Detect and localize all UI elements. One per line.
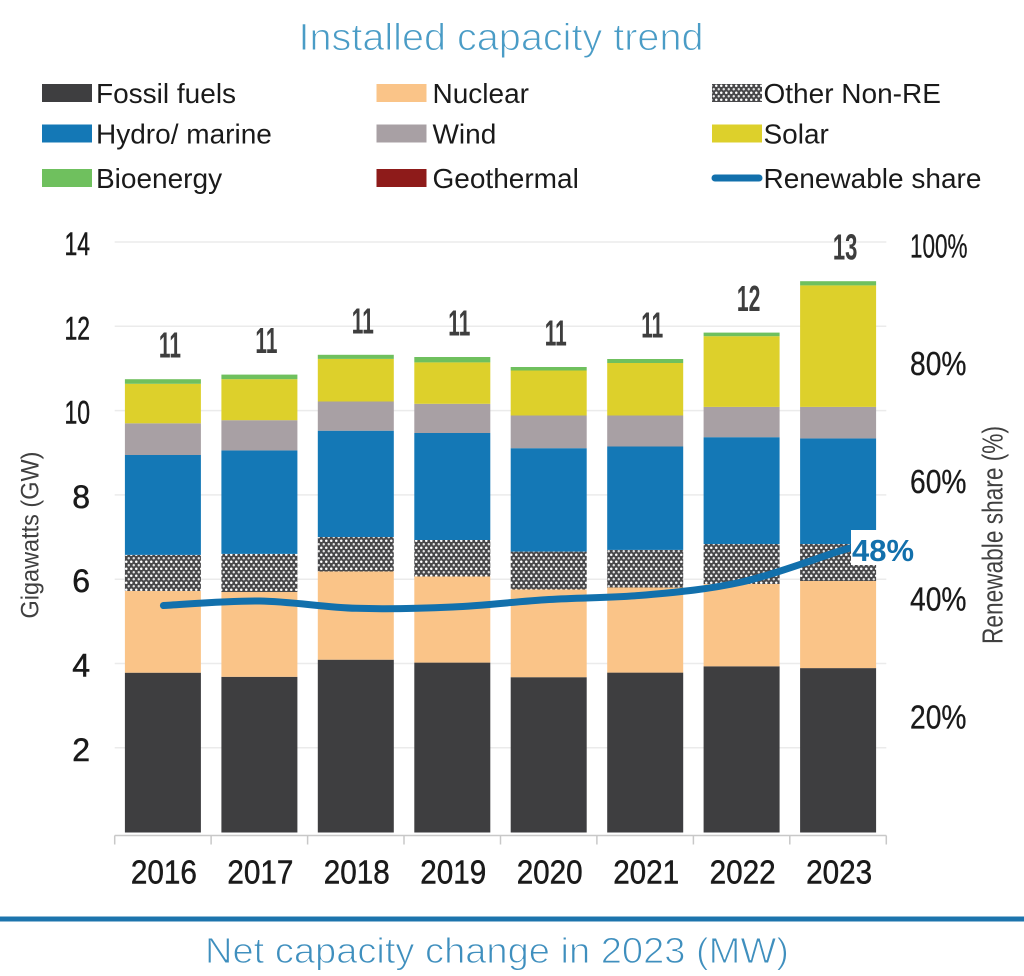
svg-text:2018: 2018 <box>324 854 390 891</box>
svg-text:11: 11 <box>352 300 374 341</box>
svg-text:12: 12 <box>65 310 91 346</box>
svg-text:2021: 2021 <box>613 854 679 891</box>
svg-text:11: 11 <box>255 320 277 361</box>
svg-text:48%: 48% <box>852 534 914 568</box>
svg-text:2: 2 <box>72 732 90 768</box>
svg-text:4: 4 <box>72 648 90 684</box>
svg-text:20%: 20% <box>910 698 967 735</box>
svg-text:Wind: Wind <box>433 119 497 150</box>
svg-text:2020: 2020 <box>517 854 583 891</box>
svg-text:Fossil fuels: Fossil fuels <box>96 78 236 109</box>
svg-text:13: 13 <box>833 227 858 268</box>
svg-text:11: 11 <box>448 303 470 344</box>
svg-text:2023: 2023 <box>806 854 872 891</box>
svg-text:2019: 2019 <box>420 854 486 891</box>
svg-text:8: 8 <box>72 479 90 515</box>
svg-text:Other Non-RE: Other Non-RE <box>764 78 941 109</box>
svg-text:80%: 80% <box>910 345 967 382</box>
svg-text:2016: 2016 <box>131 854 197 891</box>
svg-text:Nuclear: Nuclear <box>433 78 529 109</box>
svg-text:100%: 100% <box>910 227 968 264</box>
svg-text:Net capacity change in 2023 (M: Net capacity change in 2023 (MW) <box>205 930 789 971</box>
svg-text:Bioenergy: Bioenergy <box>96 163 222 194</box>
svg-text:Renewable share (%): Renewable share (%) <box>978 426 1010 644</box>
svg-text:Solar: Solar <box>764 119 829 150</box>
svg-text:2022: 2022 <box>710 854 776 891</box>
svg-text:Geothermal: Geothermal <box>433 163 579 194</box>
svg-text:Hydro/ marine: Hydro/ marine <box>96 119 272 150</box>
svg-text:10: 10 <box>65 395 91 431</box>
svg-text:60%: 60% <box>910 463 967 500</box>
svg-text:Renewable share: Renewable share <box>764 163 982 194</box>
svg-text:Gigawatts (GW): Gigawatts (GW) <box>17 452 45 619</box>
svg-text:2017: 2017 <box>227 854 293 891</box>
svg-text:11: 11 <box>159 325 181 366</box>
svg-text:14: 14 <box>65 226 91 262</box>
svg-text:6: 6 <box>72 563 90 599</box>
svg-text:11: 11 <box>545 313 567 354</box>
svg-text:11: 11 <box>641 305 663 346</box>
svg-text:40%: 40% <box>910 581 967 618</box>
svg-text:Installed capacity trend: Installed capacity trend <box>299 17 704 59</box>
svg-text:12: 12 <box>737 278 761 319</box>
